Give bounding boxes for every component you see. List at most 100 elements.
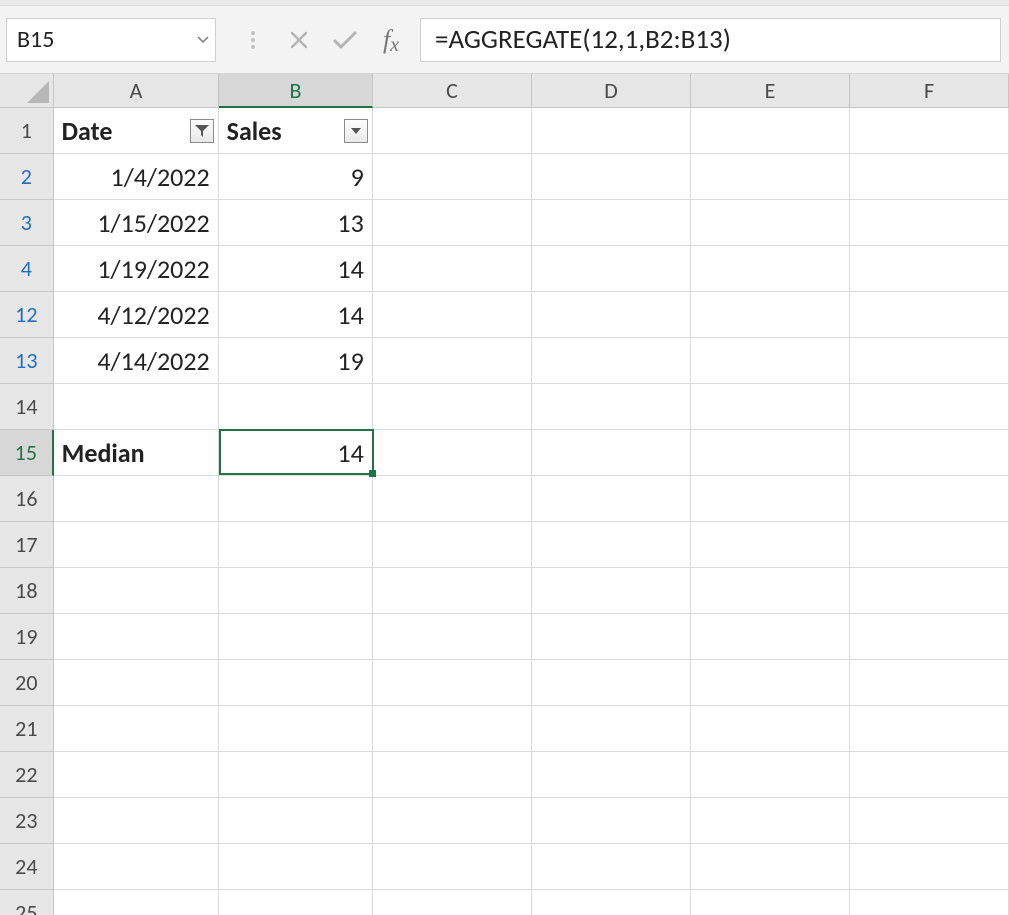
cell-F24[interactable] xyxy=(850,844,1009,890)
cell-E18[interactable] xyxy=(691,568,850,614)
cell-E15[interactable] xyxy=(691,430,850,476)
formula-bar-options-icon[interactable] xyxy=(230,18,276,62)
row-header-1[interactable]: 1 xyxy=(0,108,54,154)
cell-B20[interactable] xyxy=(219,660,373,706)
cell-F19[interactable] xyxy=(850,614,1009,660)
row-header-12[interactable]: 12 xyxy=(0,292,54,338)
cell-E12[interactable] xyxy=(691,292,850,338)
cell-E17[interactable] xyxy=(691,522,850,568)
cell-D22[interactable] xyxy=(532,752,691,798)
cell-A12[interactable]: 4/12/2022 xyxy=(54,292,219,338)
filter-active-icon[interactable] xyxy=(190,119,214,143)
cell-E23[interactable] xyxy=(691,798,850,844)
spreadsheet-grid[interactable]: ABCDEF 1DateSales21/4/2022931/15/2022134… xyxy=(0,74,1009,915)
cell-B17[interactable] xyxy=(219,522,373,568)
cell-D18[interactable] xyxy=(532,568,691,614)
cell-E25[interactable] xyxy=(691,890,850,915)
cell-B22[interactable] xyxy=(219,752,373,798)
cancel-formula-button[interactable] xyxy=(276,18,322,62)
cell-A20[interactable] xyxy=(54,660,219,706)
row-header-22[interactable]: 22 xyxy=(0,752,54,798)
cell-F21[interactable] xyxy=(850,706,1009,752)
row-header-23[interactable]: 23 xyxy=(0,798,54,844)
cell-B19[interactable] xyxy=(219,614,373,660)
cell-F3[interactable] xyxy=(850,200,1009,246)
cell-D24[interactable] xyxy=(532,844,691,890)
cell-A1[interactable]: Date xyxy=(54,108,219,154)
cell-A25[interactable] xyxy=(54,890,219,915)
cell-A16[interactable] xyxy=(54,476,219,522)
cell-C13[interactable] xyxy=(373,338,532,384)
cell-D14[interactable] xyxy=(532,384,691,430)
cell-D12[interactable] xyxy=(532,292,691,338)
row-header-16[interactable]: 16 xyxy=(0,476,54,522)
filter-dropdown-icon[interactable] xyxy=(344,119,368,143)
cell-B16[interactable] xyxy=(219,476,373,522)
cell-F18[interactable] xyxy=(850,568,1009,614)
name-box-dropdown-icon[interactable] xyxy=(197,31,209,48)
cell-D16[interactable] xyxy=(532,476,691,522)
cell-C24[interactable] xyxy=(373,844,532,890)
cell-F20[interactable] xyxy=(850,660,1009,706)
cell-A4[interactable]: 1/19/2022 xyxy=(54,246,219,292)
row-header-2[interactable]: 2 xyxy=(0,154,54,200)
fx-icon[interactable]: fx xyxy=(368,25,414,55)
cell-D25[interactable] xyxy=(532,890,691,915)
cell-F23[interactable] xyxy=(850,798,1009,844)
cell-D13[interactable] xyxy=(532,338,691,384)
cell-A13[interactable]: 4/14/2022 xyxy=(54,338,219,384)
cell-C23[interactable] xyxy=(373,798,532,844)
cell-C14[interactable] xyxy=(373,384,532,430)
cell-B15[interactable]: 14 xyxy=(219,430,373,476)
cell-B2[interactable]: 9 xyxy=(219,154,373,200)
cell-C17[interactable] xyxy=(373,522,532,568)
cell-C15[interactable] xyxy=(373,430,532,476)
cell-F25[interactable] xyxy=(850,890,1009,915)
cell-D4[interactable] xyxy=(532,246,691,292)
cell-C18[interactable] xyxy=(373,568,532,614)
cell-D21[interactable] xyxy=(532,706,691,752)
column-header-B[interactable]: B xyxy=(219,74,373,108)
cell-B25[interactable] xyxy=(219,890,373,915)
cell-B23[interactable] xyxy=(219,798,373,844)
row-header-15[interactable]: 15 xyxy=(0,430,54,476)
cell-F16[interactable] xyxy=(850,476,1009,522)
cell-B12[interactable]: 14 xyxy=(219,292,373,338)
cell-E19[interactable] xyxy=(691,614,850,660)
cell-F22[interactable] xyxy=(850,752,1009,798)
row-header-17[interactable]: 17 xyxy=(0,522,54,568)
cell-F2[interactable] xyxy=(850,154,1009,200)
cell-F1[interactable] xyxy=(850,108,1009,154)
cell-E14[interactable] xyxy=(691,384,850,430)
cell-B21[interactable] xyxy=(219,706,373,752)
cell-C25[interactable] xyxy=(373,890,532,915)
cell-D15[interactable] xyxy=(532,430,691,476)
cell-E2[interactable] xyxy=(691,154,850,200)
cell-F14[interactable] xyxy=(850,384,1009,430)
cell-C4[interactable] xyxy=(373,246,532,292)
name-box[interactable]: B15 xyxy=(6,18,216,62)
row-header-4[interactable]: 4 xyxy=(0,246,54,292)
cell-A21[interactable] xyxy=(54,706,219,752)
formula-input[interactable]: =AGGREGATE(12,1,B2:B13) xyxy=(420,18,1001,62)
cell-C20[interactable] xyxy=(373,660,532,706)
row-header-20[interactable]: 20 xyxy=(0,660,54,706)
cell-D23[interactable] xyxy=(532,798,691,844)
cell-B24[interactable] xyxy=(219,844,373,890)
column-header-F[interactable]: F xyxy=(850,74,1009,108)
cell-A2[interactable]: 1/4/2022 xyxy=(54,154,219,200)
cell-A15[interactable]: Median xyxy=(54,430,219,476)
cell-B3[interactable]: 13 xyxy=(219,200,373,246)
cell-E4[interactable] xyxy=(691,246,850,292)
cell-C1[interactable] xyxy=(373,108,532,154)
cell-F15[interactable] xyxy=(850,430,1009,476)
cell-F17[interactable] xyxy=(850,522,1009,568)
cell-A14[interactable] xyxy=(54,384,219,430)
row-header-25[interactable]: 25 xyxy=(0,890,54,915)
cell-C21[interactable] xyxy=(373,706,532,752)
cell-E20[interactable] xyxy=(691,660,850,706)
select-all-triangle[interactable] xyxy=(0,74,54,108)
row-header-13[interactable]: 13 xyxy=(0,338,54,384)
cell-A22[interactable] xyxy=(54,752,219,798)
cell-D19[interactable] xyxy=(532,614,691,660)
